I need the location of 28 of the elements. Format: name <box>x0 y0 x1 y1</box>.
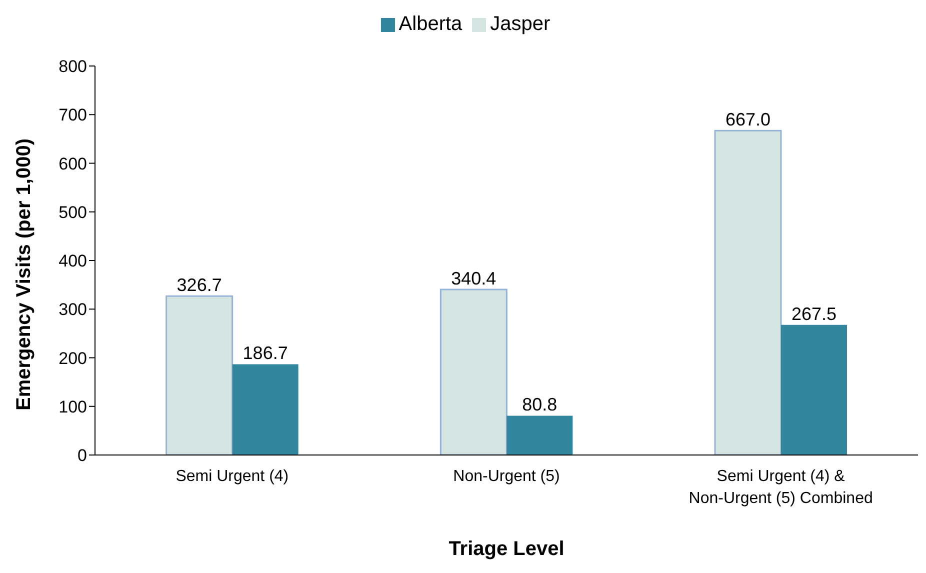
data-label: 340.4 <box>451 268 496 288</box>
y-tick-label: 300 <box>58 300 87 320</box>
data-label: 186.7 <box>242 343 288 364</box>
legend-label: Alberta <box>398 13 462 35</box>
y-tick-label: 500 <box>58 202 87 222</box>
data-label: 267.5 <box>791 304 837 324</box>
bar <box>440 288 508 455</box>
y-tick-label: 700 <box>58 106 87 125</box>
data-label: 667.0 <box>725 110 771 130</box>
y-axis-title: Emergency Visits (per 1,000) <box>13 138 36 410</box>
y-tick-label: 400 <box>58 252 87 271</box>
x-tick-label: Semi Urgent (4) <box>176 468 289 485</box>
bar <box>714 130 782 455</box>
x-tick-label: Non-Urgent (5) <box>453 468 560 485</box>
y-tick-label: 600 <box>58 154 87 174</box>
data-label: 326.7 <box>176 275 222 296</box>
bar <box>232 364 298 455</box>
bar <box>166 295 234 455</box>
y-tick-label: 200 <box>58 348 87 368</box>
x-axis-title: Triage Level <box>448 538 564 560</box>
y-tick-label: 0 <box>78 446 87 466</box>
y-tick-label: 800 <box>58 57 87 76</box>
x-tick-label: Semi Urgent (4) & Non-Urgent (5) Combined <box>688 468 873 507</box>
data-label: 80.8 <box>522 394 558 415</box>
bar <box>506 416 573 455</box>
y-tick-label: 100 <box>58 397 87 416</box>
bar <box>780 324 847 455</box>
legend-label: Jasper <box>490 13 550 35</box>
